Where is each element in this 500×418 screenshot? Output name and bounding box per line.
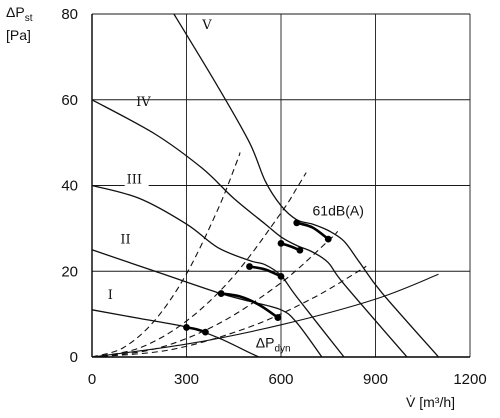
noise-point bbox=[277, 272, 285, 280]
noise-point bbox=[293, 219, 301, 227]
y-axis-label: ΔPst bbox=[6, 4, 33, 24]
system-curve bbox=[91, 152, 241, 358]
y-tick-label: 40 bbox=[61, 178, 78, 195]
x-axis-label: V̇ [m³/h] bbox=[406, 394, 455, 410]
x-tick-label: 1200 bbox=[453, 371, 486, 388]
noise-isoline-segment bbox=[248, 265, 283, 278]
series-label: III bbox=[127, 172, 142, 187]
y-axis-unit: [Pa] bbox=[6, 27, 31, 43]
y-tick-label: 0 bbox=[70, 349, 78, 366]
tick-labels: 0 300 600 900 1200 0 20 40 60 80 bbox=[61, 6, 486, 388]
x-tick-label: 900 bbox=[363, 371, 388, 388]
dynamic-pressure-line bbox=[91, 273, 439, 358]
noise-point bbox=[324, 235, 332, 243]
x-tick-label: 0 bbox=[88, 371, 96, 388]
series-label: IV bbox=[136, 95, 151, 110]
series-label: II bbox=[120, 232, 130, 247]
system-curve bbox=[91, 265, 367, 358]
dynamic-pressure-curve: ΔPdyn bbox=[91, 273, 439, 358]
noise-point bbox=[296, 246, 304, 254]
grid bbox=[92, 13, 471, 357]
y-axis-label-symbol: ΔP bbox=[6, 4, 25, 20]
noise-point bbox=[217, 290, 225, 297]
x-tick-label: 600 bbox=[268, 371, 293, 388]
noise-point bbox=[274, 314, 282, 321]
dynamic-pressure-label: ΔPdyn bbox=[256, 335, 291, 355]
fan-curve-i bbox=[91, 309, 260, 358]
series-label: V bbox=[201, 18, 212, 33]
y-tick-label: 60 bbox=[61, 92, 78, 109]
noise-isoline-label: 61dB(A) bbox=[313, 203, 364, 219]
noise-point bbox=[183, 324, 190, 331]
y-tick-label: 20 bbox=[61, 263, 78, 280]
y-tick-label: 80 bbox=[61, 6, 78, 23]
y-axis-label-subscript: st bbox=[25, 13, 33, 24]
noise-isoline-segment bbox=[295, 221, 330, 241]
noise-isoline: 61dB(A) bbox=[183, 203, 364, 336]
fan-curve-iii bbox=[91, 184, 345, 358]
noise-point bbox=[246, 263, 253, 270]
noise-point bbox=[202, 328, 209, 336]
noise-isoline-segment bbox=[219, 292, 280, 319]
fan-curve-v bbox=[173, 13, 439, 358]
x-tick-label: 300 bbox=[174, 371, 199, 388]
series-label: I bbox=[108, 288, 113, 303]
noise-point bbox=[277, 239, 285, 247]
fan-curve-iv bbox=[91, 99, 408, 358]
series-label-background bbox=[124, 172, 149, 188]
